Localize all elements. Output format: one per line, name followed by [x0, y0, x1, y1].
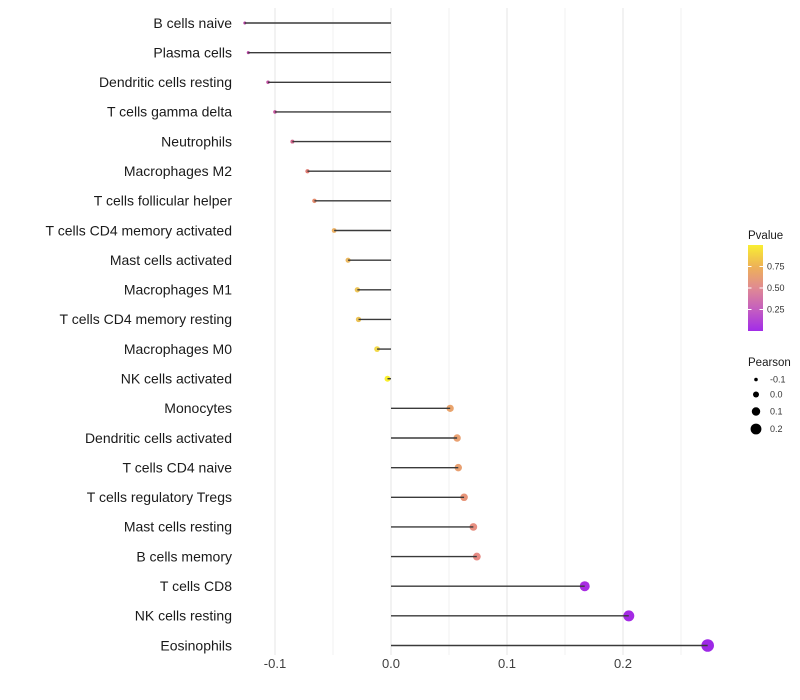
pvalue-legend: Pvalue 0.75 0.50 0.25: [748, 230, 785, 331]
y-axis-label: T cells gamma delta: [107, 104, 232, 120]
lollipop-row: Mast cells resting: [124, 519, 478, 535]
lollipop-row: T cells regulatory Tregs: [87, 489, 468, 505]
lollipop-dot: [454, 463, 462, 472]
pvalue-colorbar: [748, 245, 763, 331]
lollipop-row: T cells follicular helper: [94, 193, 391, 209]
gridlines: [274, 8, 682, 655]
lollipop-row: B cells memory: [136, 548, 481, 564]
y-axis-label: Macrophages M0: [124, 341, 232, 357]
y-axis-label: T cells CD8: [160, 578, 232, 594]
y-axis-label: NK cells activated: [121, 371, 232, 387]
pearson-legend-dot: [751, 407, 761, 416]
lollipop-dot: [701, 639, 714, 652]
y-axis-label: Neutrophils: [161, 133, 232, 149]
lollipop-row: Dendritic cells activated: [85, 430, 461, 446]
lollipop-row: T cells CD4 memory resting: [60, 311, 391, 327]
y-axis-label: Dendritic cells activated: [85, 430, 232, 446]
lollipop-row: Macrophages M1: [124, 282, 391, 298]
pearson-legend-label: 0.2: [770, 424, 783, 434]
pearson-legend-label: 0.0: [770, 390, 783, 400]
y-axis-label: Plasma cells: [153, 44, 232, 60]
lollipop-row: Plasma cells: [153, 44, 391, 60]
lollipop-dot: [331, 228, 337, 233]
y-axis-label: Monocytes: [164, 400, 232, 416]
lollipop-row: Monocytes: [164, 400, 454, 416]
pearson-legend: Pearson -0.1 0.0 0.1 0.2: [748, 357, 791, 435]
lollipop-dot: [384, 375, 391, 382]
x-tick-label: 0.2: [614, 656, 632, 671]
y-axis-label: B cells memory: [136, 548, 232, 564]
lollipop-row: Dendritic cells resting: [99, 74, 391, 90]
colorbar-tick-label: 0.50: [767, 283, 785, 293]
lollipop-row: T cells CD8: [160, 578, 590, 594]
pearson-legend-title: Pearson: [748, 357, 791, 369]
y-axis-label: Eosinophils: [160, 637, 232, 653]
pearson-legend-label: 0.1: [770, 407, 783, 417]
y-axis-label: T cells CD4 memory resting: [60, 311, 232, 327]
y-axis-label: Dendritic cells resting: [99, 74, 232, 90]
y-axis-label: T cells CD4 memory activated: [46, 222, 232, 238]
lollipop-row: T cells CD4 naive: [123, 459, 462, 475]
y-axis-label: Macrophages M2: [124, 163, 232, 179]
pearson-legend-dot: [750, 423, 762, 435]
y-axis-label: Mast cells resting: [124, 519, 232, 535]
pearson-legend-dot: [752, 391, 760, 398]
x-axis: -0.1 0.0 0.1 0.2: [264, 656, 632, 671]
lollipop-dot: [460, 493, 468, 502]
lollipop-row: B cells naive: [153, 15, 391, 31]
lollipop-row: Macrophages M0: [124, 341, 391, 357]
colorbar-tick-label: 0.75: [767, 262, 785, 272]
lollipop-row: Eosinophils: [160, 637, 714, 653]
colorbar-tick-label: 0.25: [767, 305, 785, 315]
y-axis-label: Macrophages M1: [124, 282, 232, 298]
y-axis-label: NK cells resting: [135, 608, 232, 624]
lollipop-rows: B cells naive Plasma cells Dendritic cells…: [46, 15, 714, 653]
pearson-legend-dot: [754, 377, 758, 382]
x-tick-label: -0.1: [264, 656, 286, 671]
pearson-legend-label: -0.1: [770, 375, 786, 385]
lollipop-row: T cells gamma delta: [107, 104, 391, 120]
lollipop-row: Mast cells activated: [110, 252, 391, 268]
lollipop-row: Macrophages M2: [124, 163, 391, 179]
y-axis-label: T cells follicular helper: [94, 193, 233, 209]
x-tick-label: 0.1: [498, 656, 516, 671]
lollipop-row: T cells CD4 memory activated: [46, 222, 391, 238]
y-axis-label: B cells naive: [153, 15, 232, 31]
lollipop-dot: [623, 610, 635, 622]
y-axis-label: T cells regulatory Tregs: [87, 489, 232, 505]
y-axis-label: T cells CD4 naive: [123, 459, 233, 475]
y-axis-label: Mast cells activated: [110, 252, 232, 268]
x-tick-label: 0.0: [382, 656, 400, 671]
lollipop-row: NK cells activated: [121, 371, 391, 387]
lollipop-row: NK cells resting: [135, 608, 635, 624]
lollipop-row: Neutrophils: [161, 133, 391, 149]
pvalue-legend-title: Pvalue: [748, 230, 783, 242]
